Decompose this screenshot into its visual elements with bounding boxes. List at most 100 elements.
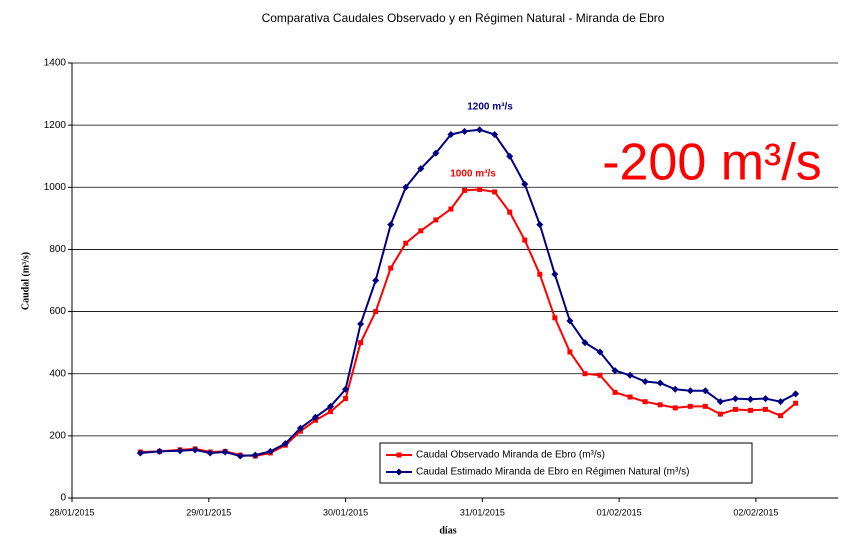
marker — [536, 221, 544, 229]
y-tick-label: 600 — [49, 306, 66, 317]
marker — [507, 209, 513, 215]
marker — [582, 371, 588, 377]
y-tick-label: 1000 — [44, 182, 67, 193]
marker — [566, 317, 574, 325]
marker — [448, 206, 454, 212]
marker — [136, 449, 144, 457]
marker — [206, 449, 214, 457]
marker — [672, 405, 678, 411]
x-axis-label: días — [439, 525, 456, 536]
marker — [357, 320, 365, 328]
y-tick-label: 800 — [49, 244, 66, 255]
marker — [191, 446, 199, 454]
marker — [792, 390, 800, 398]
marker — [447, 130, 455, 138]
marker — [506, 152, 514, 160]
marker — [611, 367, 619, 375]
marker — [656, 379, 664, 387]
marker — [492, 189, 498, 195]
marker — [342, 385, 350, 393]
marker — [327, 402, 335, 410]
series — [137, 186, 799, 459]
x-tick-label: 28/01/2015 — [49, 507, 94, 517]
marker — [686, 387, 694, 395]
marker — [417, 165, 425, 173]
marker — [461, 127, 469, 135]
x-tick-label: 30/01/2015 — [323, 507, 368, 517]
marker — [778, 413, 784, 419]
annotation: 1200 m³/s — [467, 102, 513, 113]
marker — [395, 468, 403, 476]
marker — [581, 339, 589, 347]
marker — [793, 400, 799, 406]
marker — [156, 447, 164, 455]
marker — [388, 265, 394, 271]
marker — [731, 395, 739, 403]
marker — [373, 309, 379, 315]
marker — [552, 315, 558, 321]
marker — [476, 126, 484, 134]
marker — [236, 452, 244, 460]
marker — [641, 377, 649, 385]
marker — [701, 387, 709, 395]
marker — [747, 407, 753, 413]
marker — [221, 448, 229, 456]
x-tick-label: 02/02/2015 — [733, 507, 778, 517]
y-axis-label: Caudal (m³/s) — [20, 252, 31, 310]
marker — [311, 413, 319, 421]
marker — [521, 180, 529, 188]
marker — [702, 403, 708, 409]
marker — [281, 440, 289, 448]
marker — [477, 186, 483, 192]
y-tick-label: 200 — [49, 430, 66, 441]
marker — [372, 277, 380, 284]
marker — [296, 424, 304, 432]
x-tick-label: 01/02/2015 — [597, 507, 642, 517]
marker — [717, 411, 723, 417]
marker — [626, 371, 634, 379]
marker — [762, 395, 770, 403]
y-tick-label: 400 — [49, 368, 66, 379]
marker — [777, 398, 785, 406]
annotation: 1000 m³/s — [450, 169, 496, 180]
marker — [328, 409, 334, 415]
legend-label: Caudal Estimado Miranda de Ebro en Régim… — [416, 467, 689, 478]
marker — [358, 340, 364, 346]
marker — [403, 240, 409, 246]
marker — [418, 228, 424, 234]
chart-title: Comparativa Caudales Observado y en Régi… — [262, 11, 665, 25]
marker — [402, 183, 410, 191]
marker — [596, 348, 604, 356]
marker — [522, 237, 528, 243]
marker — [462, 187, 468, 193]
x-tick-label: 31/01/2015 — [460, 507, 505, 517]
marker — [716, 398, 724, 406]
legend-box — [379, 442, 753, 484]
x-tick-label: 29/01/2015 — [186, 507, 231, 517]
marker — [176, 447, 184, 455]
marker — [763, 406, 769, 412]
annotation: -200 m³/s — [602, 134, 822, 192]
marker — [657, 402, 663, 408]
y-tick-label: 1200 — [44, 120, 67, 131]
marker — [251, 451, 259, 459]
legend: Caudal Observado Miranda de Ebro (m³/s) C… — [379, 442, 753, 484]
marker — [597, 372, 603, 378]
y-tick-label: 1400 — [44, 58, 67, 69]
y-tick-label: 0 — [60, 493, 66, 504]
marker — [537, 271, 543, 277]
marker — [491, 130, 499, 138]
marker — [642, 399, 648, 405]
marker — [687, 403, 693, 409]
marker — [343, 396, 349, 402]
marker — [671, 385, 679, 393]
marker — [387, 221, 395, 229]
marker — [433, 217, 439, 223]
marker — [432, 149, 440, 157]
marker — [551, 270, 559, 278]
marker — [612, 389, 618, 395]
marker — [567, 349, 573, 355]
legend-label: Caudal Observado Miranda de Ebro (m³/s) — [416, 450, 605, 461]
marker — [396, 452, 402, 458]
